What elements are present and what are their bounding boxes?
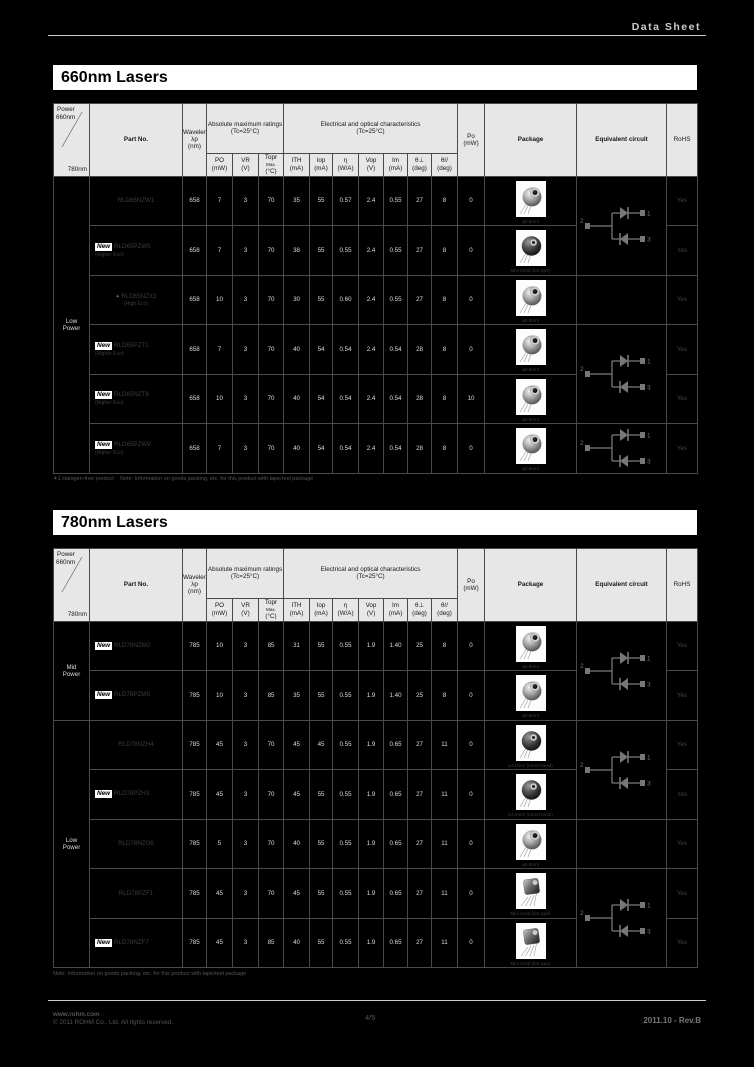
svg-text:2: 2 [580, 440, 584, 447]
svg-text:1: 1 [647, 903, 651, 910]
svg-text:2: 2 [580, 663, 584, 670]
svg-text:2: 2 [580, 366, 584, 373]
svg-text:1: 1 [647, 754, 651, 761]
svg-text:1: 1 [647, 655, 651, 662]
svg-text:1: 1 [647, 359, 651, 366]
svg-text:2: 2 [580, 218, 584, 225]
svg-text:3: 3 [647, 385, 651, 392]
svg-text:1: 1 [647, 210, 651, 217]
svg-text:3: 3 [647, 780, 651, 787]
svg-text:3: 3 [647, 929, 651, 936]
svg-text:3: 3 [647, 236, 651, 243]
svg-text:3: 3 [647, 681, 651, 688]
svg-text:2: 2 [580, 910, 584, 917]
svg-text:1: 1 [647, 433, 651, 440]
svg-text:2: 2 [580, 762, 584, 769]
svg-text:3: 3 [647, 459, 651, 466]
